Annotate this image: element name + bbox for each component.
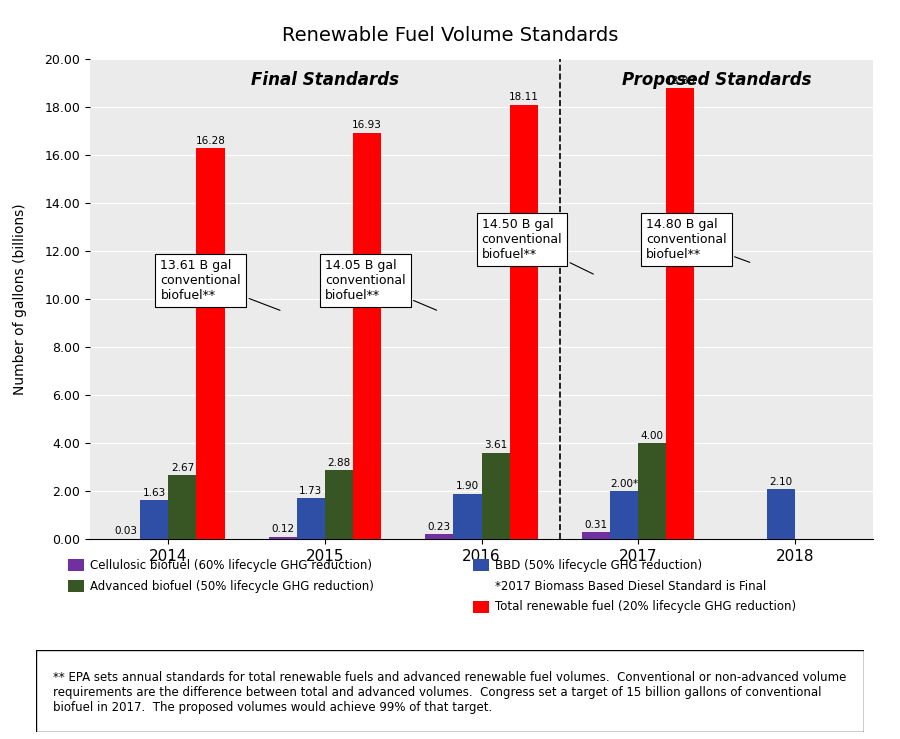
Text: 16.93: 16.93 [352, 120, 382, 131]
Text: 16.28: 16.28 [195, 136, 226, 146]
Bar [297, 498, 325, 539]
Bar [610, 491, 638, 539]
Text: 4.00: 4.00 [641, 431, 663, 441]
Text: 14.05 B gal
conventional
biofuel**: 14.05 B gal conventional biofuel** [325, 259, 436, 310]
Text: *2017 Biomass Based Diesel Standard is Final: *2017 Biomass Based Diesel Standard is F… [495, 579, 766, 593]
Bar [482, 453, 509, 539]
Text: 3.61: 3.61 [484, 440, 508, 450]
Bar [168, 475, 196, 539]
Text: ** EPA sets annual standards for total renewable fuels and advanced renewable fu: ** EPA sets annual standards for total r… [52, 671, 846, 714]
FancyBboxPatch shape [36, 650, 864, 732]
Text: 0.12: 0.12 [271, 524, 294, 534]
Bar [140, 500, 168, 539]
Text: 14.80 B gal
conventional
biofuel**: 14.80 B gal conventional biofuel** [646, 218, 750, 262]
Text: 18.80: 18.80 [665, 75, 696, 86]
Text: 0.03: 0.03 [114, 526, 138, 537]
Text: 2.00*: 2.00* [610, 479, 638, 489]
Bar [560, 59, 873, 539]
Text: 0.31: 0.31 [584, 520, 608, 530]
Text: Advanced biofuel (50% lifecycle GHG reduction): Advanced biofuel (50% lifecycle GHG redu… [90, 579, 373, 593]
Text: Proposed Standards: Proposed Standards [622, 71, 811, 89]
Bar [666, 88, 695, 539]
Text: 13.61 B gal
conventional
biofuel**: 13.61 B gal conventional biofuel** [160, 259, 280, 310]
Text: Cellulosic biofuel (60% lifecycle GHG reduction): Cellulosic biofuel (60% lifecycle GHG re… [90, 559, 372, 572]
Text: 14.50 B gal
conventional
biofuel**: 14.50 B gal conventional biofuel** [482, 218, 593, 274]
Text: 1.73: 1.73 [299, 486, 322, 496]
Bar [767, 489, 795, 539]
Bar [638, 443, 666, 539]
Text: 18.11: 18.11 [508, 92, 539, 102]
Bar [454, 494, 482, 539]
Bar [581, 532, 610, 539]
Bar [268, 537, 297, 539]
Y-axis label: Number of gallons (billions): Number of gallons (billions) [14, 203, 27, 395]
Bar [353, 133, 382, 539]
Text: 1.90: 1.90 [455, 481, 479, 491]
Text: Final Standards: Final Standards [251, 71, 399, 89]
Text: 2.88: 2.88 [328, 458, 351, 468]
Text: BBD (50% lifecycle GHG reduction): BBD (50% lifecycle GHG reduction) [495, 559, 702, 572]
Bar [509, 104, 538, 539]
Bar [90, 59, 560, 539]
Bar [196, 149, 225, 539]
Text: Total renewable fuel (20% lifecycle GHG reduction): Total renewable fuel (20% lifecycle GHG … [495, 600, 796, 613]
Text: 1.63: 1.63 [142, 488, 166, 498]
Bar [325, 470, 353, 539]
Bar [425, 534, 454, 539]
Text: 2.10: 2.10 [769, 477, 792, 486]
Text: 0.23: 0.23 [428, 522, 451, 531]
Text: 2.67: 2.67 [171, 463, 194, 473]
Text: Renewable Fuel Volume Standards: Renewable Fuel Volume Standards [282, 26, 618, 45]
